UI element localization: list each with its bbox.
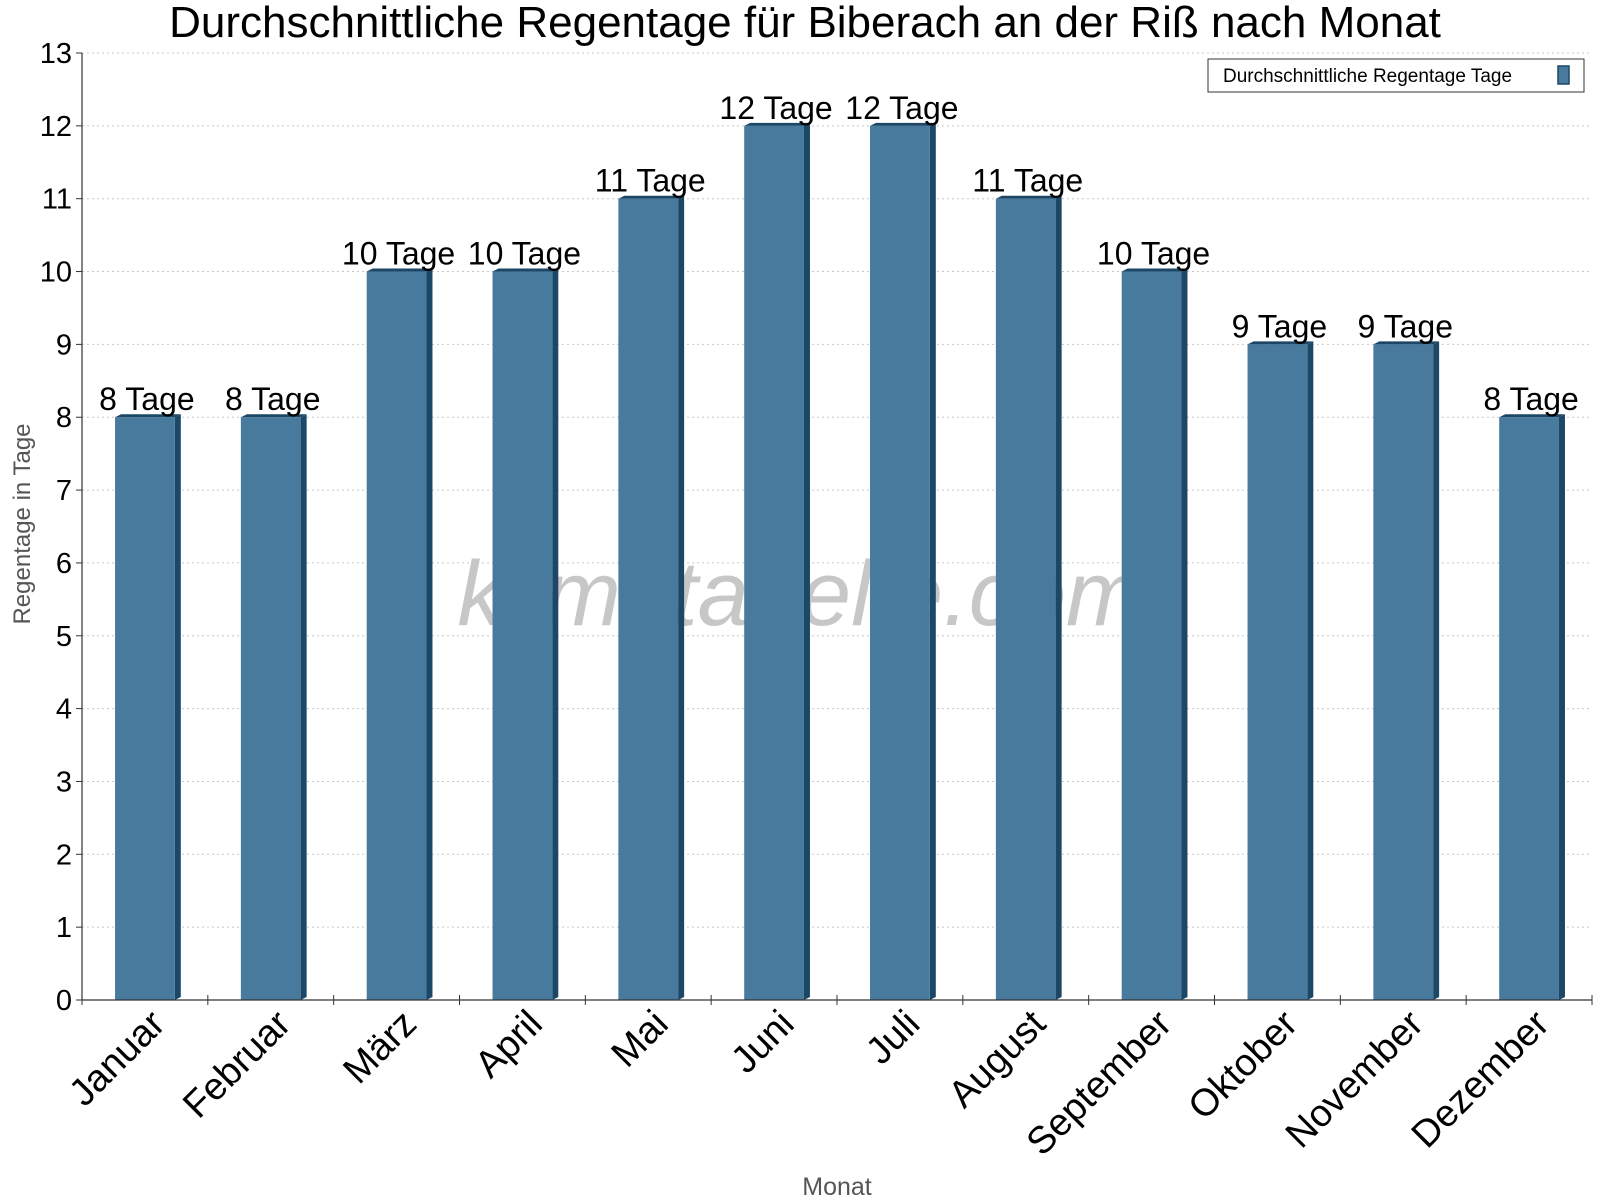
axes [81,53,1593,1005]
x-tick-label: Juli [858,1003,928,1073]
data-label: 12 Tage [719,90,832,126]
data-label: 11 Tage [595,163,706,199]
y-tick-label: 9 [56,329,72,361]
data-label: 8 Tage [99,381,195,417]
x-tick-label: Juni [723,1003,802,1082]
y-axis-label: Regentage in Tage [9,423,36,624]
bar [1373,344,1434,1000]
data-label: 8 Tage [225,381,321,417]
x-tick-label: April [467,1003,550,1086]
bar-top [1373,341,1440,345]
y-tick-label: 6 [56,548,72,580]
data-label: 9 Tage [1358,308,1454,344]
legend-box [1207,58,1585,93]
bar-side [552,268,559,1000]
x-tick-label: August [941,1002,1055,1116]
y-tick-label: 8 [56,402,72,434]
bar [492,271,553,1000]
bar-top [618,195,685,199]
bar-september [1121,268,1188,1000]
bar-side [929,122,936,1001]
bar-series [115,122,1565,1001]
bar [618,198,679,1000]
bar-dezember [1499,414,1565,1000]
x-axis-ticks: Januar Februar März April Mai Juni Juli AugustS… [61,1002,1557,1163]
bar-januar [115,414,181,1000]
bar-side [803,122,810,1001]
data-label: 10 Tage [1097,236,1210,272]
data-labels: 8 Tage 8 Tage 10 Tage 10 Tage 11 Tage 12 Tage… [99,90,1579,417]
y-tick-label: 1 [56,912,72,944]
bar-november [1373,341,1440,1000]
bar-top [1499,414,1565,418]
x-tick-label: Dezember [1404,1002,1558,1156]
data-label: 10 Tage [342,236,455,272]
bar [115,417,175,1000]
y-tick-label: 12 [40,111,72,143]
grid-lines [82,52,1592,928]
legend: Durchschnittliche Regentage Tage [1207,58,1585,93]
y-tick-label: 0 [56,985,72,1017]
bar [870,125,930,1001]
y-tick-label: 11 [42,184,72,216]
y-tick-label: 7 [56,475,72,507]
bar-top [492,268,559,272]
y-tick-label: 10 [40,257,72,289]
bar-top [115,414,181,418]
legend-label: Durchschnittliche Regentage Tage [1223,66,1512,87]
y-tick-label: 2 [56,839,72,871]
bar-side [1307,341,1314,1000]
y-tick-label: 13 [40,38,72,70]
bar-märz [366,268,433,1000]
bar-side [1558,414,1565,1000]
bar-juni [744,122,810,1001]
bar [240,417,301,1000]
bar-side [426,268,433,1000]
bar-august [995,195,1062,1000]
bar-top [744,122,810,126]
bar [366,271,427,1000]
bar-top [870,122,936,126]
bar-april [492,268,559,1000]
bar-top [366,268,433,272]
bar [744,125,804,1001]
chart-title: Durchschnittliche Regentage für Biberach… [169,0,1441,47]
bar-top [1247,341,1314,345]
bar-top [1121,268,1188,272]
data-label: 10 Tage [468,236,581,272]
x-tick-label: Mai [604,1003,677,1076]
bar-side [678,195,685,1000]
bar [1247,344,1308,1000]
bar-mai [618,195,685,1000]
bar-side [300,414,307,1000]
bar-top [995,195,1062,199]
bar-juli [870,122,936,1001]
y-tick-label: 4 [56,694,72,726]
x-tick-label: November [1278,1002,1432,1156]
y-tick-label: 3 [56,766,72,798]
bar-side [1055,195,1062,1000]
data-label: 9 Tage [1232,308,1328,344]
data-label: 11 Tage [972,163,1083,199]
x-tick-label: März [336,1003,425,1092]
x-tick-label: Januar [61,1002,173,1114]
data-label: 12 Tage [845,90,958,126]
bar-oktober [1247,341,1314,1000]
x-axis-label: Monat [802,1173,872,1200]
bar [1121,271,1182,1000]
legend-swatch [1557,65,1570,85]
y-tick-label: 5 [56,621,72,653]
bar-februar [240,414,307,1000]
x-tick-label: Februar [175,1002,299,1126]
bar [1499,417,1559,1000]
bar-side [174,414,181,1000]
x-tick-label: Oktober [1181,1002,1307,1128]
bar-side [1181,268,1188,1000]
bar [995,198,1056,1000]
data-label: 8 Tage [1483,381,1579,417]
bar-side [1433,341,1440,1000]
bar-top [240,414,307,418]
